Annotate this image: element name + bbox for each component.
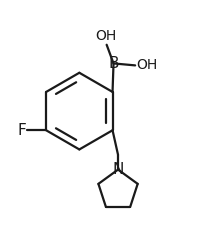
Text: B: B [108, 56, 119, 71]
Text: OH: OH [136, 58, 157, 72]
Text: N: N [112, 162, 124, 177]
Text: F: F [17, 123, 26, 138]
Text: OH: OH [95, 29, 116, 43]
